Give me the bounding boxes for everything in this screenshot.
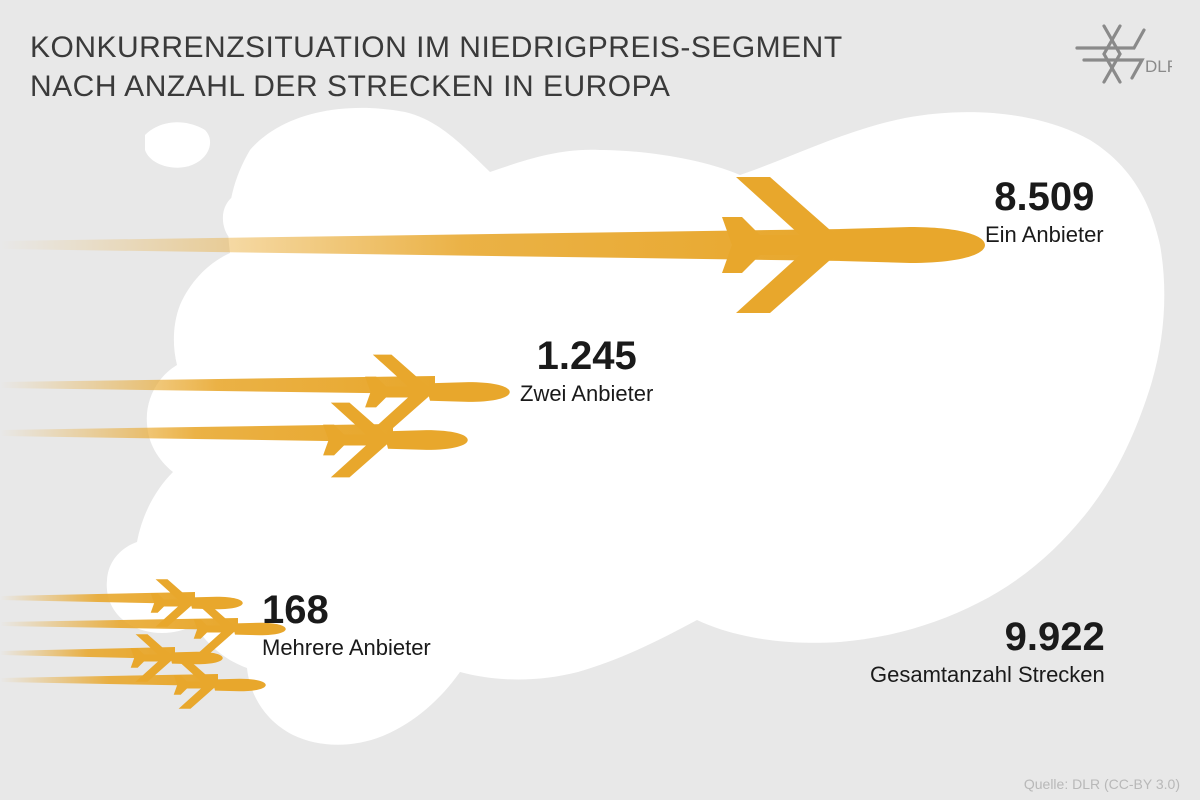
datapoint-one-provider: 8.509 Ein Anbieter [985, 175, 1104, 248]
plane-two-providers [0, 340, 560, 480]
title-line-2: NACH ANZAHL DER STRECKEN IN EUROPA [30, 67, 843, 106]
dlr-logo: DLR [1072, 18, 1172, 101]
page-title: KONKURRENZSITUATION IM NIEDRIGPREIS-SEGM… [30, 28, 843, 106]
datapoint-two-providers: 1.245 Zwei Anbieter [520, 334, 653, 407]
value-two: 1.245 [520, 334, 653, 379]
source-credit: Quelle: DLR (CC-BY 3.0) [1024, 776, 1180, 792]
value-total: 9.922 [870, 615, 1105, 660]
label-total: Gesamtanzahl Strecken [870, 662, 1105, 688]
label-one: Ein Anbieter [985, 222, 1104, 248]
title-line-1: KONKURRENZSITUATION IM NIEDRIGPREIS-SEGM… [30, 28, 843, 67]
datapoint-many-providers: 168 Mehrere Anbieter [262, 588, 431, 661]
value-many: 168 [262, 588, 431, 633]
label-two: Zwei Anbieter [520, 381, 653, 407]
datapoint-total: 9.922 Gesamtanzahl Strecken [870, 615, 1105, 688]
plane-one-provider [0, 165, 1000, 325]
logo-text: DLR [1145, 57, 1172, 76]
value-one: 8.509 [985, 175, 1104, 220]
label-many: Mehrere Anbieter [262, 635, 431, 661]
